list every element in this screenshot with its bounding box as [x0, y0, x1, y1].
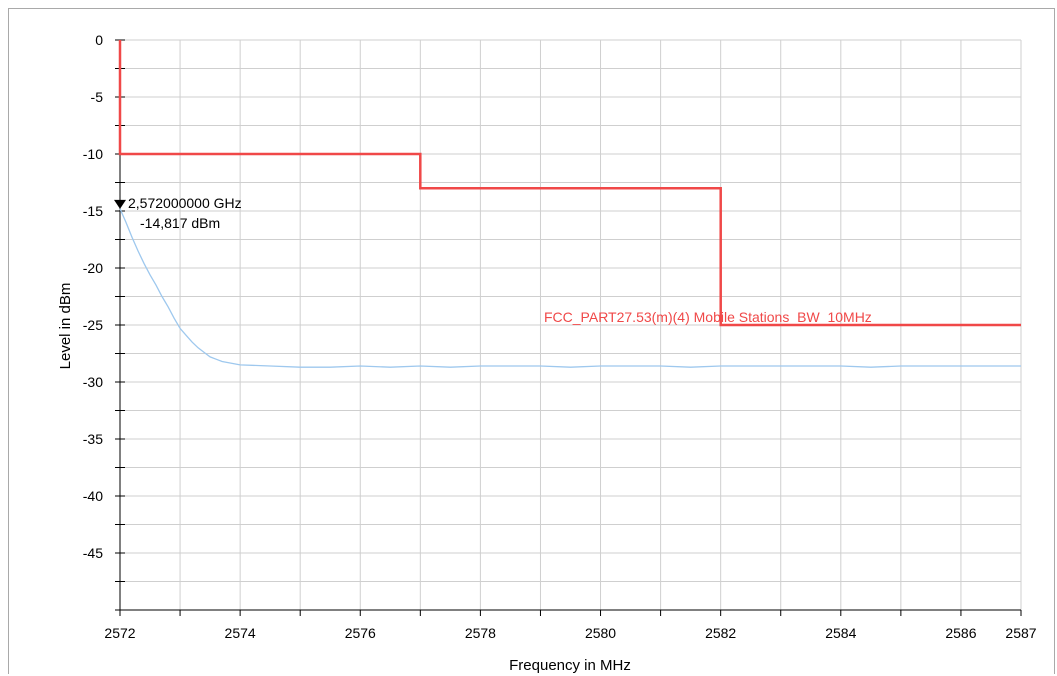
- x-tick-label: 2572: [104, 625, 135, 641]
- y-tick-label: -20: [83, 260, 103, 276]
- y-tick-label: 0: [95, 32, 103, 48]
- marker-frequency-label: 2,572000000 GHz: [128, 195, 242, 211]
- limit-line-layer: [118, 40, 1021, 327]
- y-tick-label: -25: [83, 317, 103, 333]
- y-tick-label: -15: [83, 203, 103, 219]
- marker-level-label: -14,817 dBm: [140, 215, 220, 231]
- x-tick-label: 2584: [825, 625, 856, 641]
- marker-layer: [114, 199, 126, 209]
- x-axis-title: Frequency in MHz: [509, 657, 631, 674]
- y-tick-labels: 0 -5 -10 -15 -20 -25 -30 -35 -40 -45: [83, 32, 103, 561]
- axes: [115, 39, 1022, 616]
- y-tick-label: -35: [83, 431, 103, 447]
- x-tick-labels: 2572 2574 2576 2578 2580 2582 2584 2586 2587: [104, 625, 1036, 641]
- y-tick-label: -10: [83, 146, 103, 162]
- chart-frame: [8, 8, 1055, 674]
- x-tick-label: 2582: [705, 625, 736, 641]
- y-tick-label: -5: [91, 89, 104, 105]
- limit-line: [118, 40, 1021, 327]
- y-tick-label: -45: [83, 545, 103, 561]
- marker-triangle: [114, 199, 126, 209]
- x-tick-label: 2586: [945, 625, 976, 641]
- x-tick-label: 2580: [585, 625, 616, 641]
- x-tick-label: 2587: [1005, 625, 1036, 641]
- x-tick-label: 2578: [465, 625, 496, 641]
- limit-line-label: FCC_PART27.53(m)(4) Mobile Stations_BW_1…: [544, 309, 872, 325]
- series-layer: [119, 208, 1021, 368]
- grid: [119, 39, 1022, 611]
- x-tick-label: 2576: [345, 625, 376, 641]
- y-tick-label: -40: [83, 488, 103, 504]
- y-tick-label: -30: [83, 374, 103, 390]
- measurement-trace: [119, 208, 1021, 368]
- x-tick-label: 2574: [225, 625, 256, 641]
- y-axis-title: Level in dBm: [57, 283, 74, 370]
